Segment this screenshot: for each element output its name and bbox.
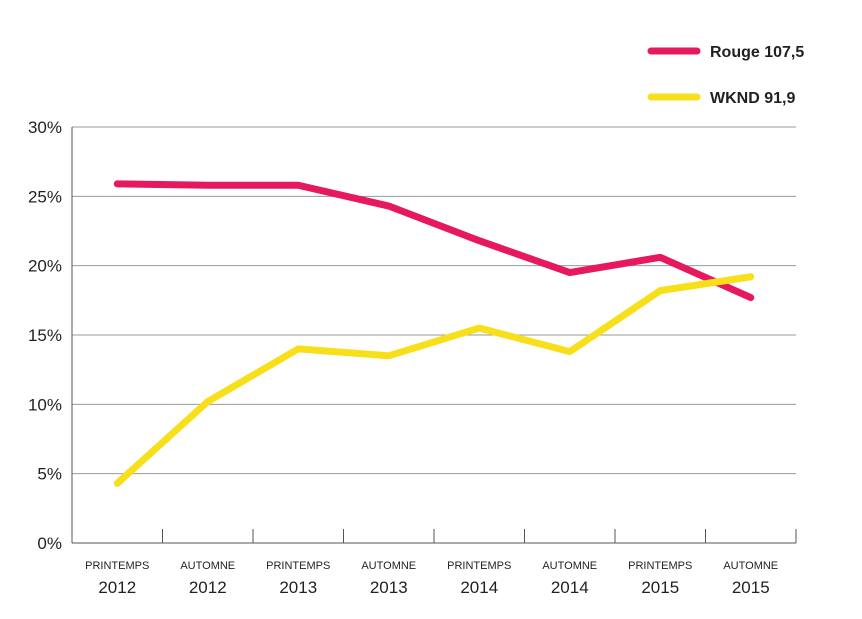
x-tick-label-season: PRINTEMPS — [628, 560, 692, 572]
y-axis-ticks: 0% 5% 10% 15% 20% 25% 30% — [28, 118, 62, 553]
x-tick-label-season: AUTOMNE — [542, 560, 597, 572]
x-tick-label-season: PRINTEMPS — [85, 560, 149, 572]
x-axis-ticks: PRINTEMPS 2012 AUTOMNE 2012 PRINTEMPS 2013 AUT… — [85, 560, 778, 597]
x-tick-label-season: AUTOMNE — [361, 560, 416, 572]
x-tick-label-season: AUTOMNE — [180, 560, 235, 572]
series-line-1 — [113, 180, 755, 302]
series-line-2 — [113, 273, 755, 487]
legend-label-2: WKND 91,9 — [710, 90, 795, 107]
x-tick-label-year: 2015 — [641, 578, 679, 597]
y-tick-label: 25% — [28, 187, 62, 206]
y-tick-label: 10% — [28, 395, 62, 414]
x-tick-label-year: 2013 — [279, 578, 317, 597]
x-tick-label-year: 2015 — [732, 578, 770, 597]
legend-label-1: Rouge 107,5 — [710, 44, 804, 61]
legend: Rouge 107,5 WKND 91,9 — [647, 44, 804, 107]
y-tick-label: 20% — [28, 257, 62, 276]
x-tick-label-year: 2012 — [189, 578, 227, 597]
x-tick-label-season: PRINTEMPS — [266, 560, 330, 572]
x-tick-label-year: 2013 — [370, 578, 408, 597]
y-tick-label: 30% — [28, 118, 62, 137]
y-tick-label: 5% — [37, 465, 62, 484]
x-tick-label-year: 2014 — [460, 578, 498, 597]
axes — [71, 127, 797, 544]
x-tick-label-year: 2012 — [98, 578, 136, 597]
series-lines — [113, 180, 755, 487]
x-tick-label-season: AUTOMNE — [723, 560, 778, 572]
y-tick-label: 15% — [28, 326, 62, 345]
gridlines — [72, 126, 796, 475]
x-tick-label-year: 2014 — [551, 578, 589, 597]
x-tick-label-season: PRINTEMPS — [447, 560, 511, 572]
y-tick-label: 0% — [37, 534, 62, 553]
